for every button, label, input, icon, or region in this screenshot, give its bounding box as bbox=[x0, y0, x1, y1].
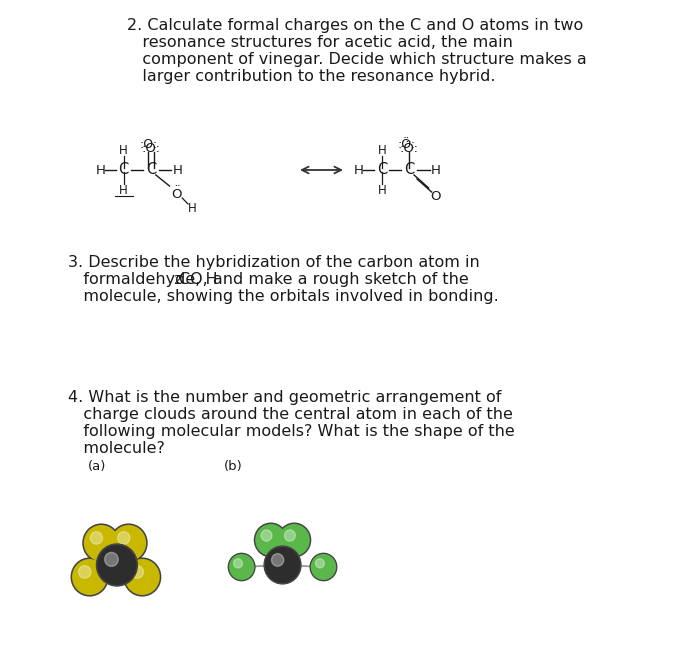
Text: molecule?: molecule? bbox=[68, 441, 165, 456]
Text: H: H bbox=[377, 144, 386, 157]
Circle shape bbox=[83, 524, 120, 562]
Text: :O:: :O: bbox=[139, 138, 158, 151]
Circle shape bbox=[311, 554, 336, 580]
Text: H: H bbox=[430, 164, 440, 177]
Text: molecule, showing the orbitals involved in bonding.: molecule, showing the orbitals involved … bbox=[68, 289, 499, 304]
Text: larger contribution to the resonance hybrid.: larger contribution to the resonance hyb… bbox=[127, 69, 495, 84]
Circle shape bbox=[264, 546, 301, 584]
Text: :Ö:: :Ö: bbox=[397, 138, 415, 151]
Circle shape bbox=[110, 524, 147, 562]
Text: O: O bbox=[430, 190, 441, 203]
Circle shape bbox=[278, 523, 311, 557]
Circle shape bbox=[72, 559, 107, 595]
Text: H: H bbox=[377, 184, 386, 197]
Text: H: H bbox=[172, 164, 182, 177]
Text: $\ddot{\rm O}$: $\ddot{\rm O}$ bbox=[172, 186, 183, 203]
Text: (a): (a) bbox=[88, 460, 106, 473]
Circle shape bbox=[124, 558, 161, 596]
Circle shape bbox=[104, 553, 118, 566]
Circle shape bbox=[234, 559, 242, 568]
Text: 3. Describe the hybridization of the carbon atom in: 3. Describe the hybridization of the car… bbox=[68, 255, 480, 270]
Circle shape bbox=[284, 530, 295, 541]
Circle shape bbox=[255, 523, 287, 557]
Text: :Ö:: :Ö: bbox=[400, 142, 419, 155]
Circle shape bbox=[310, 553, 337, 580]
Circle shape bbox=[265, 547, 300, 583]
Text: (b): (b) bbox=[224, 460, 243, 473]
Circle shape bbox=[272, 554, 284, 566]
Circle shape bbox=[84, 525, 119, 561]
Text: 2. Calculate formal charges on the C and O atoms in two: 2. Calculate formal charges on the C and… bbox=[127, 18, 583, 33]
Circle shape bbox=[78, 565, 91, 578]
Circle shape bbox=[125, 559, 160, 595]
Circle shape bbox=[118, 532, 130, 544]
Circle shape bbox=[90, 532, 103, 544]
Circle shape bbox=[71, 558, 108, 596]
Circle shape bbox=[111, 525, 146, 561]
Text: CO, and make a rough sketch of the: CO, and make a rough sketch of the bbox=[179, 272, 469, 287]
Text: H: H bbox=[188, 201, 196, 215]
Text: C: C bbox=[377, 162, 387, 177]
Text: component of vinegar. Decide which structure makes a: component of vinegar. Decide which struc… bbox=[127, 52, 587, 67]
Text: following molecular models? What is the shape of the: following molecular models? What is the … bbox=[68, 424, 515, 439]
Circle shape bbox=[256, 524, 286, 556]
Circle shape bbox=[228, 553, 255, 580]
Circle shape bbox=[279, 524, 310, 556]
Text: 2: 2 bbox=[174, 274, 181, 287]
Text: H: H bbox=[95, 164, 105, 177]
Circle shape bbox=[131, 565, 144, 578]
Circle shape bbox=[97, 544, 137, 586]
Text: H: H bbox=[120, 184, 128, 197]
Text: charge clouds around the central atom in each of the: charge clouds around the central atom in… bbox=[68, 407, 513, 422]
Text: H: H bbox=[120, 144, 128, 157]
Text: C: C bbox=[404, 162, 414, 177]
Circle shape bbox=[229, 554, 254, 580]
Text: H: H bbox=[354, 164, 363, 177]
Text: C: C bbox=[118, 162, 129, 177]
Text: C: C bbox=[146, 162, 156, 177]
Text: 4. What is the number and geometric arrangement of: 4. What is the number and geometric arra… bbox=[68, 390, 502, 405]
Circle shape bbox=[97, 545, 136, 585]
Circle shape bbox=[316, 559, 324, 568]
Circle shape bbox=[261, 530, 272, 541]
Text: resonance structures for acetic acid, the main: resonance structures for acetic acid, th… bbox=[127, 35, 512, 50]
Text: :O:: :O: bbox=[141, 142, 160, 155]
Text: formaldehyde, H: formaldehyde, H bbox=[68, 272, 218, 287]
